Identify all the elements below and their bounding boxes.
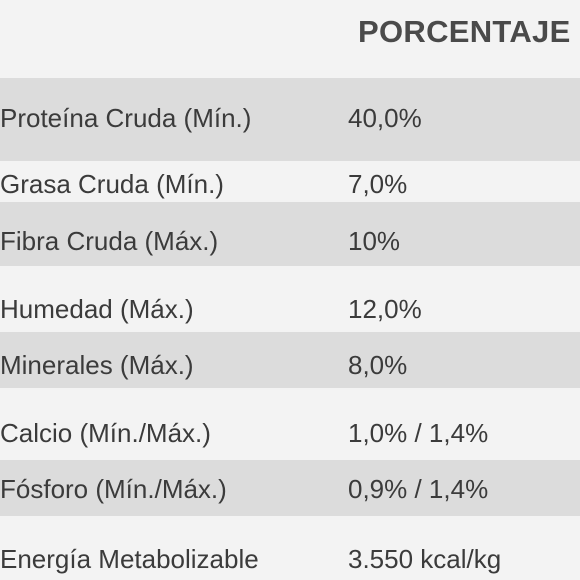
table-row: Fósforo (Mín./Máx.) 0,9% / 1,4%	[0, 460, 580, 516]
percentage-column-header: PORCENTAJE	[358, 14, 571, 49]
row-value: 10%	[348, 226, 401, 256]
row-value: 40,0%	[348, 103, 422, 133]
table-row: Grasa Cruda (Mín.) 7,0%	[0, 161, 580, 202]
table-row: Humedad (Máx.) 12,0%	[0, 266, 580, 332]
row-value: 8,0%	[348, 350, 408, 380]
row-label: Fósforo (Mín./Máx.)	[0, 474, 227, 504]
row-label: Fibra Cruda (Máx.)	[0, 226, 219, 256]
row-value: 0,9% / 1,4%	[348, 474, 489, 504]
table-row: Proteína Cruda (Mín.) 40,0%	[0, 78, 580, 161]
row-label: Calcio (Mín./Máx.)	[0, 418, 211, 448]
row-value: 3.550 kcal/kg	[348, 544, 502, 574]
table-row: Fibra Cruda (Máx.) 10%	[0, 202, 580, 266]
row-label: Grasa Cruda (Mín.)	[0, 169, 224, 199]
row-label: Minerales (Máx.)	[0, 350, 194, 380]
table-header: PORCENTAJE	[0, 0, 580, 78]
table-row: Energía Metabolizable 3.550 kcal/kg	[0, 516, 580, 580]
row-label: Humedad (Máx.)	[0, 294, 194, 324]
row-value: 12,0%	[348, 294, 422, 324]
row-label: Energía Metabolizable	[0, 544, 259, 574]
table-row: Calcio (Mín./Máx.) 1,0% / 1,4%	[0, 388, 580, 460]
table-body: Proteína Cruda (Mín.) 40,0% Grasa Cruda …	[0, 78, 580, 580]
row-value: 1,0% / 1,4%	[348, 418, 489, 448]
row-value: 7,0%	[348, 169, 408, 199]
row-label: Proteína Cruda (Mín.)	[0, 103, 252, 133]
table-row: Minerales (Máx.) 8,0%	[0, 332, 580, 388]
